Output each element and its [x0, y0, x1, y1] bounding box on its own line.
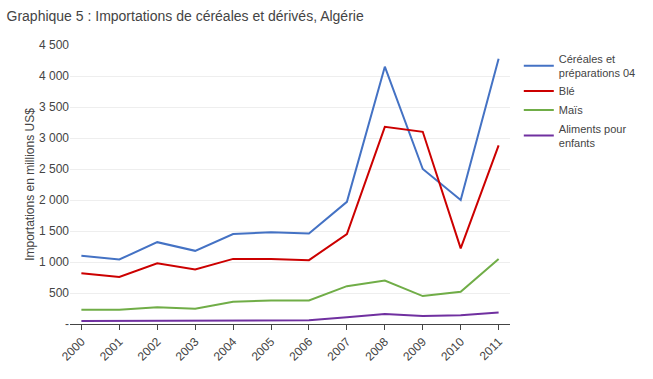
- svg-text:Graphique 5 : Importations de: Graphique 5 : Importations de céréales e…: [7, 8, 364, 24]
- svg-text:2004: 2004: [211, 335, 240, 364]
- svg-text:500: 500: [49, 286, 69, 300]
- svg-text:2000: 2000: [59, 335, 88, 364]
- svg-text:2006: 2006: [287, 335, 316, 364]
- svg-text:4 500: 4 500: [39, 38, 69, 52]
- svg-text:2010: 2010: [438, 335, 467, 364]
- svg-text:Maïs: Maïs: [559, 104, 583, 116]
- svg-text:1 000: 1 000: [39, 255, 69, 269]
- svg-text:2005: 2005: [249, 335, 278, 364]
- svg-text:2 500: 2 500: [39, 162, 69, 176]
- svg-text:2007: 2007: [324, 335, 353, 364]
- svg-text:2003: 2003: [173, 335, 202, 364]
- svg-text:Blé: Blé: [559, 85, 575, 97]
- svg-text:2011: 2011: [477, 335, 505, 363]
- svg-text:3 000: 3 000: [39, 131, 69, 145]
- svg-text:Aliments pourenfants: Aliments pourenfants: [559, 123, 627, 149]
- svg-text:-: -: [65, 317, 69, 331]
- svg-text:3 500: 3 500: [39, 100, 69, 114]
- svg-text:2002: 2002: [135, 335, 164, 364]
- svg-text:Céréales etpréparations 04: Céréales etpréparations 04: [559, 53, 635, 79]
- svg-text:2008: 2008: [362, 335, 391, 364]
- svg-text:2009: 2009: [400, 335, 429, 364]
- svg-text:4 000: 4 000: [39, 69, 69, 83]
- svg-text:Importations en millions US$: Importations en millions US$: [23, 108, 37, 261]
- svg-text:2001: 2001: [97, 335, 126, 364]
- svg-text:2 000: 2 000: [39, 193, 69, 207]
- svg-text:1 500: 1 500: [39, 224, 69, 238]
